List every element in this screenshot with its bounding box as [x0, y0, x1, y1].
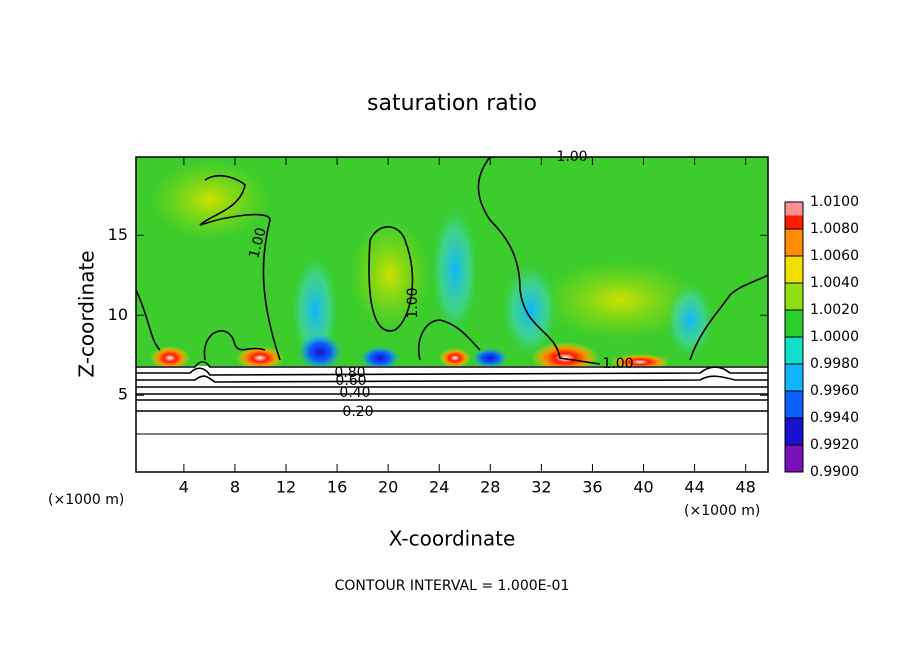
x-tick-label: 12 — [276, 478, 296, 497]
field-region — [540, 260, 700, 340]
field-region — [472, 348, 508, 368]
colorbar-band — [785, 391, 803, 418]
colorbar-tick-label: 0.9980 — [810, 356, 859, 372]
x-unit-label: (×1000 m) — [48, 492, 124, 508]
colorbar-tick-label: 1.0100 — [810, 194, 859, 210]
footer-note: CONTOUR INTERVAL = 1.000E-01 — [335, 578, 570, 594]
colorbar-tick-label: 1.0060 — [810, 248, 859, 264]
x-unit-label: (×1000 m) — [684, 503, 760, 519]
x-tick-label: 20 — [378, 478, 398, 497]
x-tick-label: 24 — [429, 478, 449, 497]
colorbar-band — [785, 283, 803, 310]
field-region — [430, 200, 480, 340]
colorbar-band — [785, 418, 803, 445]
colorbar-tick-label: 1.0000 — [810, 329, 859, 345]
x-axis-label: X-coordinate — [389, 527, 516, 551]
colorbar-band — [785, 337, 803, 364]
colorbar-tick-label: 0.9920 — [810, 437, 859, 453]
x-tick-label: 28 — [480, 478, 500, 497]
field-region — [136, 366, 768, 472]
x-tick-label: 16 — [327, 478, 347, 497]
colorbar-band — [785, 256, 803, 283]
contour-lines — [136, 157, 768, 435]
colorbar-band — [785, 364, 803, 391]
contour-label: 0.40 — [339, 385, 370, 401]
field-region — [298, 334, 342, 370]
contour-line — [136, 175, 281, 361]
x-tick-label: 40 — [633, 478, 653, 497]
x-tick-label: 36 — [582, 478, 602, 497]
color-field — [136, 157, 768, 472]
field-region — [150, 346, 190, 370]
x-tick-label: 44 — [684, 478, 704, 497]
colorbar-tick-label: 1.0040 — [810, 275, 859, 291]
contour-line — [136, 360, 768, 368]
colorbar-band — [785, 445, 803, 472]
contour-label: 0.20 — [342, 404, 373, 420]
y-axis-label: Z-coordinate — [75, 250, 99, 377]
field-region — [665, 280, 715, 360]
contour-line — [368, 157, 601, 365]
colorbar-tick-label: 1.0020 — [810, 302, 859, 318]
colorbar-tick-label: 1.0080 — [810, 221, 859, 237]
y-tick-label: 5 — [118, 385, 128, 404]
colorbar-tick-label: 0.9900 — [810, 464, 859, 480]
colorbar-band — [785, 229, 803, 256]
y-tick-label: 10 — [108, 305, 128, 324]
contour-label: 1.00 — [405, 287, 421, 318]
contour-label: 1.00 — [602, 356, 633, 372]
contour-line — [136, 375, 768, 383]
chart-title: saturation ratio — [367, 91, 537, 116]
x-tick-label: 48 — [735, 478, 755, 497]
x-tick-label: 4 — [179, 478, 189, 497]
contour-line — [136, 386, 768, 401]
contour-label: 1.00 — [246, 226, 270, 260]
contour-line — [136, 366, 768, 376]
plot-frame — [135, 156, 769, 473]
x-tick-label: 8 — [230, 478, 240, 497]
field-region — [500, 260, 560, 360]
colorbar-band — [785, 310, 803, 337]
colorbar-tick-label: 0.9940 — [810, 410, 859, 426]
field-region — [439, 348, 471, 368]
field-region — [360, 346, 400, 370]
colorbar-tick-label: 0.9960 — [810, 383, 859, 399]
contour-label: 0.60 — [335, 373, 366, 389]
contour-label: 1.00 — [556, 149, 587, 165]
field-region — [150, 160, 270, 240]
contour-line — [689, 274, 768, 361]
field-region — [236, 346, 284, 370]
colorbar-band — [785, 215, 803, 229]
y-tick-label: 15 — [108, 225, 128, 244]
contour-label: 0.80 — [334, 365, 365, 381]
x-tick-label: 32 — [531, 478, 551, 497]
